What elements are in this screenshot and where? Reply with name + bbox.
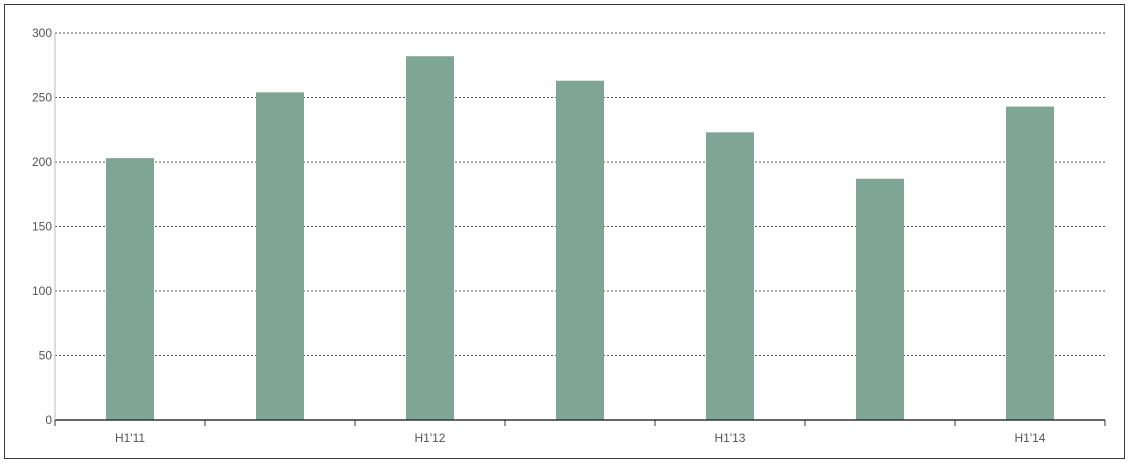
bar: [856, 178, 904, 420]
y-tick-label: 250: [32, 91, 52, 105]
y-tick-label: 100: [32, 284, 52, 298]
y-axis-tick-labels: 0 50 100 150 200 250 300: [32, 26, 52, 427]
bar: [106, 158, 154, 420]
bar: [1006, 106, 1054, 420]
x-axis-tick-labels: H1'11 H1'12 H1'13 H1'14: [115, 431, 1046, 445]
x-tick-label: H1'11: [115, 431, 145, 445]
y-tick-label: 200: [32, 155, 52, 169]
bar: [406, 56, 454, 420]
x-axis: [54, 33, 1106, 426]
x-tick-label: H1'13: [715, 431, 746, 445]
y-tick-label: 300: [32, 26, 52, 40]
bar: [706, 132, 754, 420]
x-tick-label: H1'14: [1015, 431, 1046, 445]
y-tick-label: 50: [39, 349, 53, 363]
bar: [556, 80, 604, 420]
x-tick-label: H1'12: [415, 431, 446, 445]
y-tick-label: 150: [32, 220, 52, 234]
y-tick-label: 0: [45, 413, 52, 427]
bar: [256, 92, 304, 420]
bars: [106, 56, 1054, 420]
